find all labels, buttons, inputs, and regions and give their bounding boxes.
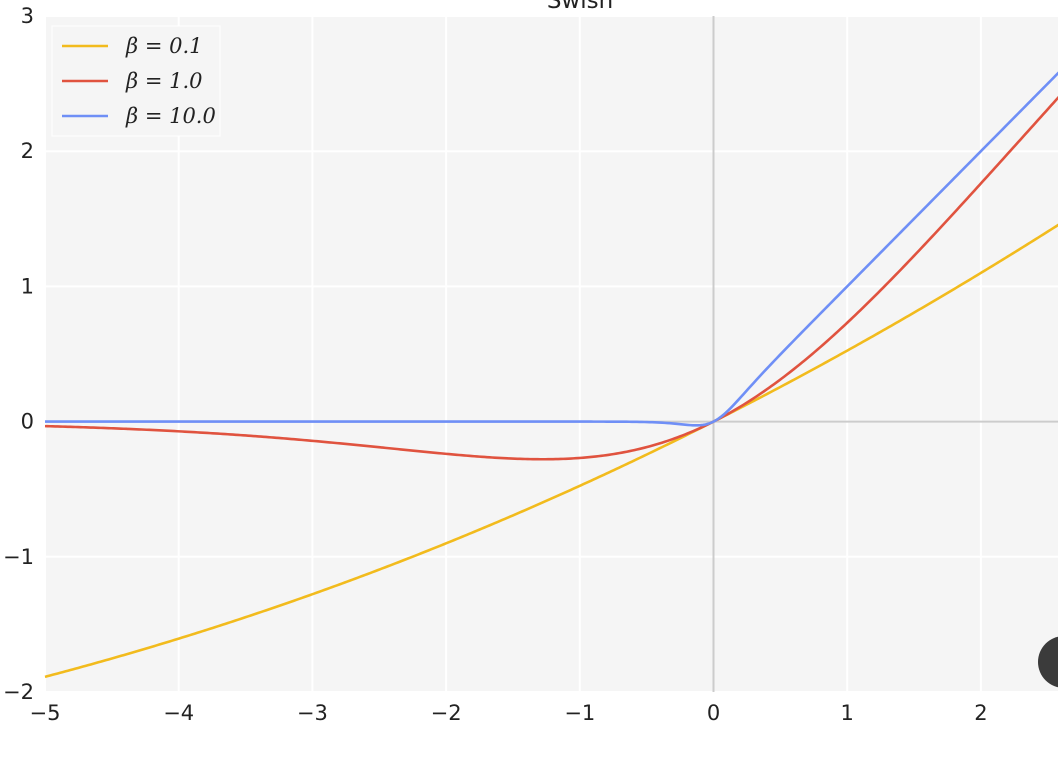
y-tick-label: −2 — [3, 680, 34, 704]
x-tick-label: 2 — [974, 701, 987, 725]
x-tick-label: −5 — [30, 701, 61, 725]
legend-label: β = 0.1 — [125, 34, 202, 58]
y-tick-label: −1 — [3, 545, 34, 569]
y-tick-label: 0 — [21, 410, 34, 434]
y-tick-label: 3 — [21, 4, 34, 28]
legend-label: β = 1.0 — [125, 69, 202, 93]
y-axis-ticks: −2 −1 0 1 2 3 — [3, 4, 34, 704]
series-line-3 — [45, 71, 1058, 427]
x-tick-label: −4 — [163, 701, 194, 725]
y-tick-label: 2 — [21, 139, 34, 163]
x-tick-label: 0 — [707, 701, 720, 725]
floating-scroll-button[interactable] — [1038, 636, 1058, 688]
series-line-1 — [44, 223, 1058, 679]
legend-label: β = 10.0 — [125, 104, 216, 128]
y-tick-label: 1 — [21, 274, 34, 298]
x-axis-ticks: −5 −4 −3 −2 −1 0 1 2 — [30, 701, 988, 725]
legend: β = 0.1 β = 1.0 β = 10.0 — [51, 25, 221, 137]
series-line-2 — [44, 95, 1058, 461]
x-tick-label: −1 — [564, 701, 595, 725]
x-tick-label: −3 — [297, 701, 328, 725]
chart-title: Swish — [547, 0, 613, 14]
x-tick-label: 1 — [841, 701, 854, 725]
series-lines — [44, 71, 1058, 679]
x-tick-label: −2 — [431, 701, 462, 725]
